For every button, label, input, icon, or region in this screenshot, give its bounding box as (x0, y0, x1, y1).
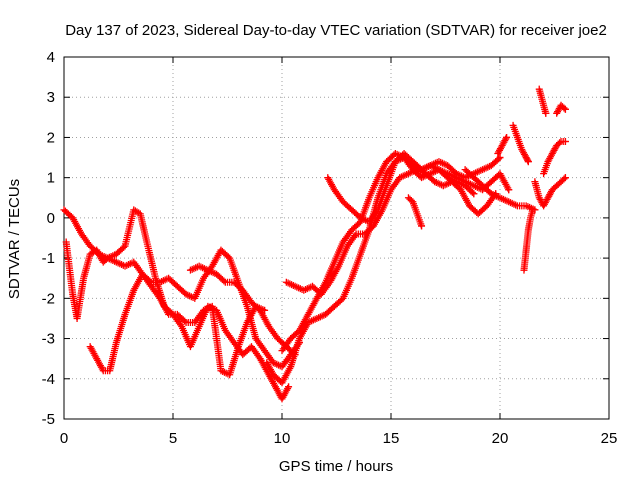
plus-marker (418, 222, 426, 230)
plus-marker (542, 109, 550, 117)
series-arc15 (540, 137, 569, 178)
plus-marker (502, 135, 510, 143)
data-points (60, 85, 569, 403)
plus-marker (495, 155, 503, 163)
y-tick-label: 2 (47, 129, 55, 146)
x-tick-label: 0 (60, 430, 68, 447)
series-arc13 (535, 85, 550, 117)
series-arc17 (494, 133, 511, 158)
axis-ticks (63, 56, 610, 420)
x-tick-label: 15 (383, 430, 400, 447)
plus-marker (524, 158, 532, 166)
tick-labels: 0 5 10 15 20 25 -5 -4 -3 -2 -1 0 1 2 3 4 (42, 49, 618, 447)
y-tick-label: 3 (47, 89, 55, 106)
plus-marker (505, 186, 513, 194)
plus-marker (468, 188, 476, 196)
y-tick-label: -2 (42, 290, 55, 307)
series-arc12 (520, 206, 537, 274)
plus-marker (556, 139, 564, 147)
y-tick-label: -3 (42, 331, 55, 348)
series-arc6 (278, 150, 504, 355)
series-arc8 (324, 150, 478, 226)
plus-marker (503, 133, 511, 141)
plus-marker (561, 105, 569, 113)
series-arc1 (60, 206, 303, 371)
y-axis-label: SDTVAR / TECUs (6, 179, 23, 299)
plus-marker (470, 190, 478, 198)
plus-marker (560, 175, 568, 183)
series-arc9 (404, 194, 426, 230)
y-tick-label: 4 (47, 49, 55, 66)
chart-title: Day 137 of 2023, Sidereal Day-to-day VTE… (65, 22, 607, 39)
series-arc5 (263, 154, 513, 387)
series-arc14 (531, 174, 569, 210)
y-tick-label: -5 (42, 411, 55, 428)
plus-marker (561, 137, 569, 145)
plus-marker (561, 174, 569, 182)
plus-marker (560, 104, 568, 112)
x-tick-label: 5 (169, 430, 177, 447)
x-tick-label: 10 (274, 430, 291, 447)
x-tick-label: 20 (492, 430, 509, 447)
y-tick-label: 0 (47, 210, 55, 227)
series-arc11 (509, 121, 532, 166)
x-tick-label: 25 (601, 430, 618, 447)
plot-frame (63, 56, 610, 420)
plus-marker (220, 277, 228, 285)
plus-marker (285, 383, 293, 391)
series-arc16 (553, 101, 569, 117)
x-axis-label: GPS time / hours (279, 458, 393, 475)
plus-marker (524, 156, 532, 164)
y-tick-label: 1 (47, 170, 55, 187)
y-tick-label: -4 (42, 371, 55, 388)
plus-marker (496, 154, 504, 162)
plus-marker (181, 317, 189, 325)
y-tick-label: -1 (42, 250, 55, 267)
plus-marker (529, 206, 537, 214)
